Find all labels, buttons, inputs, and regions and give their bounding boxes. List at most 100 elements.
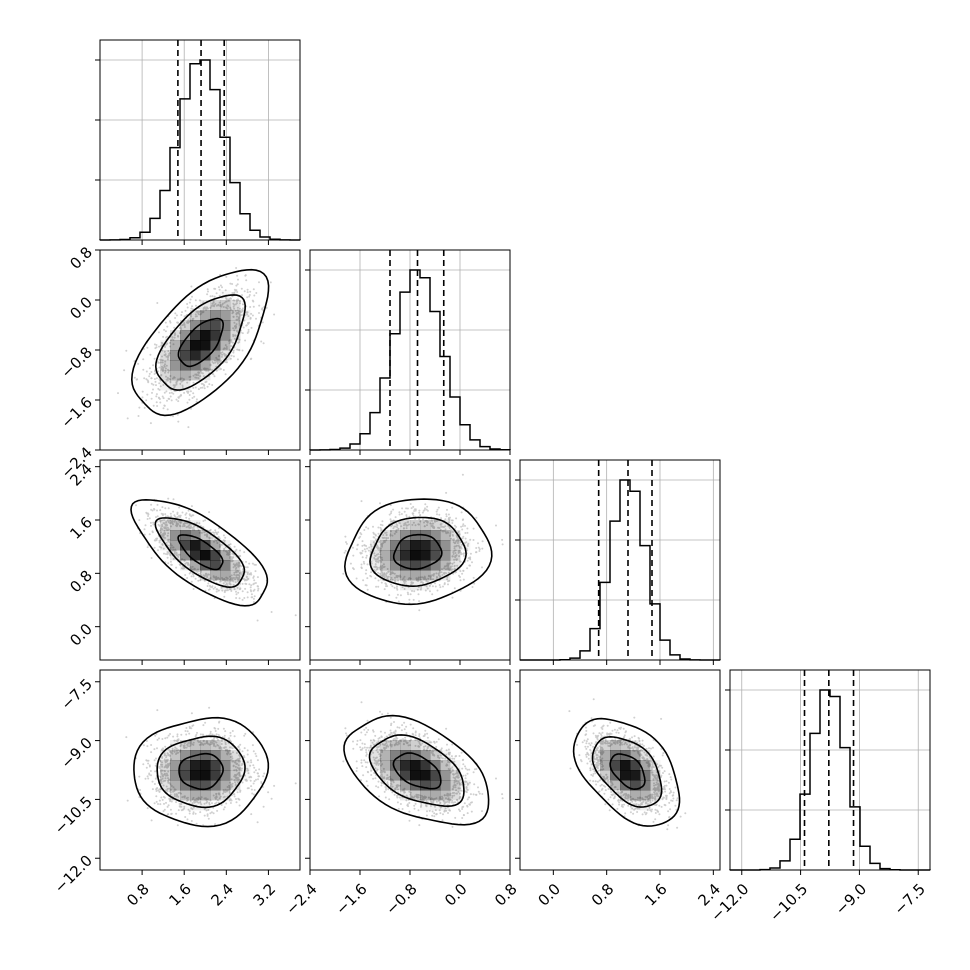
scatter-point <box>466 798 469 801</box>
scatter-point <box>225 275 228 278</box>
scatter-point <box>185 522 187 525</box>
scatter-point <box>202 383 205 386</box>
scatter-point <box>187 318 190 321</box>
scatter-point <box>125 736 128 739</box>
scatter-point <box>601 765 604 768</box>
density-cell <box>400 740 411 751</box>
scatter-point <box>171 336 174 339</box>
scatter-point <box>360 563 363 566</box>
scatter-point <box>177 400 180 403</box>
scatter-point <box>190 567 192 570</box>
contour-line <box>609 753 646 791</box>
scatter-point <box>676 826 679 829</box>
scatter-point <box>445 513 448 516</box>
scatter-point <box>238 338 241 341</box>
scatter-point <box>224 344 227 347</box>
scatter-point <box>451 757 454 760</box>
scatter-point <box>160 358 163 361</box>
scatter-point <box>251 744 254 747</box>
scatter-point <box>241 570 244 573</box>
scatter-point <box>403 791 406 794</box>
scatter-point <box>601 748 604 751</box>
density-cell <box>440 570 451 581</box>
density-cell <box>210 550 221 561</box>
scatter-point <box>676 797 679 800</box>
density-cell <box>210 740 221 751</box>
scatter-point <box>252 750 255 753</box>
scatter-point <box>379 754 382 757</box>
scatter-point <box>191 802 194 805</box>
panel-4-1 <box>100 670 300 870</box>
scatter-point <box>228 749 231 752</box>
density-cell <box>440 780 451 791</box>
scatter-point <box>164 363 166 366</box>
scatter-point <box>605 773 608 776</box>
scatter-point <box>426 736 429 739</box>
density-cell <box>400 530 411 541</box>
scatter-point <box>433 812 436 815</box>
density-cell <box>170 770 181 781</box>
scatter-point <box>444 528 447 531</box>
density-cell <box>200 740 211 751</box>
scatter-point <box>246 591 249 594</box>
scatter-point <box>161 798 164 801</box>
scatter-point <box>232 563 235 566</box>
scatter-point <box>175 551 178 554</box>
scatter-point <box>241 590 244 593</box>
scatter-point <box>652 774 655 777</box>
panel-frame <box>309 459 511 661</box>
scatter-point <box>419 796 422 799</box>
scatter-point <box>462 805 465 808</box>
scatter-point <box>193 567 196 570</box>
hist-panel-4 <box>725 669 931 875</box>
scatter-point <box>142 358 145 361</box>
scatter-point <box>453 547 456 550</box>
scatter-point <box>252 731 255 734</box>
scatter-point <box>150 557 153 559</box>
scatter-point <box>183 391 186 394</box>
scatter-point <box>200 369 203 372</box>
scatter-point <box>209 577 212 580</box>
scatter-point <box>405 794 408 797</box>
scatter-point <box>169 548 172 551</box>
scatter-point <box>245 778 248 781</box>
contour-line <box>130 498 269 607</box>
scatter-point <box>233 779 236 782</box>
scatter-point <box>661 766 664 769</box>
scatter-point <box>655 794 658 797</box>
scatter-point <box>148 764 151 767</box>
scatter-point <box>255 755 258 758</box>
scatter-point <box>412 598 415 601</box>
scatter-point <box>165 355 168 358</box>
scatter-point <box>377 546 380 549</box>
scatter-point <box>235 774 238 777</box>
scatter-point <box>235 548 238 551</box>
scatter-point <box>163 391 166 394</box>
scatter-point <box>185 746 188 749</box>
scatter-point <box>154 380 157 383</box>
scatter-point <box>388 798 391 801</box>
scatter-point <box>211 741 214 744</box>
scatter-point <box>390 510 393 513</box>
scatter-point <box>219 795 222 798</box>
scatter-point <box>162 775 164 778</box>
scatter-point <box>592 768 595 771</box>
contour-line <box>572 717 681 827</box>
scatter-point <box>142 368 145 371</box>
scatter-point <box>611 739 614 742</box>
scatter-point <box>236 358 239 361</box>
density-cell <box>160 770 171 781</box>
scatter-point <box>175 380 178 383</box>
scatter-point <box>239 587 242 590</box>
x-tick-label: 2.4 <box>207 880 237 910</box>
scatter-point <box>235 312 238 315</box>
scatter-point <box>461 572 464 575</box>
scatter-point <box>166 519 169 522</box>
density-cell <box>200 760 211 771</box>
scatter-point <box>175 314 178 317</box>
scatter-point <box>221 353 224 356</box>
density-cell <box>420 770 431 781</box>
scatter-point <box>267 791 270 794</box>
scatter-point <box>667 824 670 827</box>
density-cell <box>210 340 221 351</box>
